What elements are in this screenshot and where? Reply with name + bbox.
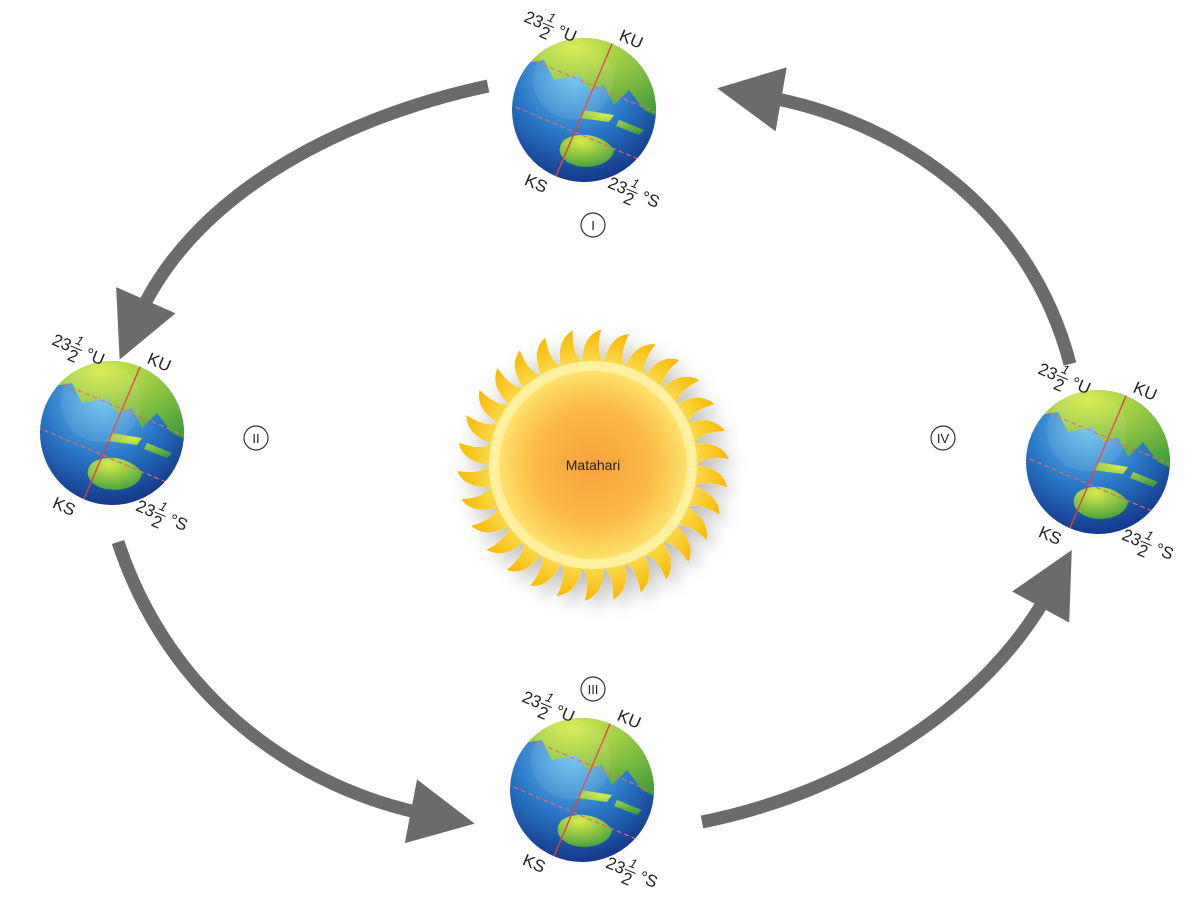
- earth-highlight: [533, 39, 614, 120]
- earth-highlight: [1047, 391, 1128, 472]
- north-latitude-bar: [542, 22, 554, 29]
- sun-core: [499, 371, 687, 559]
- continent: [514, 38, 656, 120]
- south-latitude-unit: °S: [638, 187, 662, 212]
- south-latitude-bar: [1140, 540, 1152, 547]
- island: [577, 790, 642, 815]
- position-marker: [243, 425, 269, 451]
- position-label: IV: [937, 431, 950, 446]
- south-latitude-unit: °S: [1152, 539, 1176, 564]
- sun-label: Matahari: [566, 457, 620, 473]
- orbit-arrow: [717, 67, 1077, 366]
- continent: [512, 718, 654, 800]
- north-latitude-bar: [1056, 374, 1068, 381]
- island: [1093, 462, 1158, 487]
- island: [107, 433, 172, 458]
- south-latitude-bar: [154, 511, 166, 518]
- south-latitude-bar: [626, 188, 638, 195]
- position-marker: [930, 425, 956, 451]
- south-pole-label: KS: [520, 850, 548, 876]
- position-marker: [580, 212, 606, 238]
- position-label: III: [588, 682, 599, 697]
- earth-highlight: [61, 362, 142, 443]
- orbit-arrow: [111, 539, 475, 844]
- island: [579, 110, 644, 135]
- south-pole-label: KS: [1036, 522, 1064, 548]
- earth-axis: [553, 723, 611, 857]
- earth-axis: [83, 366, 141, 500]
- earth-axis: [1069, 395, 1127, 529]
- north-latitude-bar: [70, 345, 82, 352]
- north-latitude-bar: [540, 702, 552, 709]
- earth-highlight: [531, 719, 612, 800]
- position-label: II: [252, 431, 259, 446]
- south-pole-label: KS: [522, 170, 550, 196]
- south-pole-label: KS: [50, 493, 78, 519]
- continent: [42, 361, 184, 443]
- earth-axis: [555, 43, 613, 177]
- south-latitude-unit: °S: [166, 510, 190, 535]
- position-label: I: [591, 218, 595, 233]
- orbit-arrows: [111, 67, 1077, 844]
- position-marker: [580, 676, 606, 702]
- sun: [457, 329, 729, 601]
- earth-land: [42, 361, 184, 490]
- south-latitude-bar: [624, 868, 636, 875]
- south-latitude-unit: °S: [636, 867, 660, 892]
- orbit-arrow: [116, 79, 490, 360]
- continent: [1028, 390, 1170, 472]
- orbit-arrow: [700, 550, 1072, 829]
